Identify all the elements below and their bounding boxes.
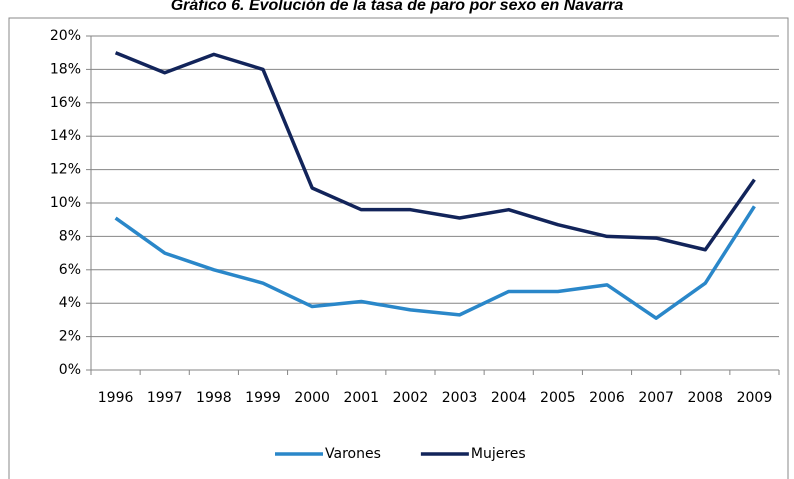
x-tick-label: 2004 (491, 390, 527, 406)
chart-title: Gráfico 6. Evolución de la tasa de paro … (171, 0, 624, 14)
x-tick-label: 2003 (442, 390, 478, 406)
y-tick-label: 20% (50, 28, 81, 44)
y-tick-label: 8% (59, 228, 81, 244)
x-tick-label: 2006 (589, 390, 625, 406)
x-tick-label: 2005 (540, 390, 576, 406)
series-line (114, 205, 756, 320)
y-tick-label: 18% (50, 61, 81, 77)
legend-label: Mujeres (471, 446, 526, 462)
y-tick-label: 10% (50, 195, 81, 211)
y-tick-label: 12% (50, 162, 81, 178)
x-tick-label: 1998 (196, 390, 232, 406)
x-tick-label: 1997 (147, 390, 183, 406)
chart-border (8, 17, 789, 479)
legend-label: Varones (325, 446, 381, 462)
x-tick-label: 2000 (294, 390, 330, 406)
x-tick-label: 2001 (343, 390, 379, 406)
y-tick-label: 14% (50, 128, 81, 144)
series-line (114, 51, 756, 252)
y-tick-label: 4% (59, 295, 81, 311)
x-tick-label: 2008 (687, 390, 723, 406)
y-tick-label: 6% (59, 262, 81, 278)
x-tick-label: 1996 (98, 390, 134, 406)
y-tick-label: 0% (59, 362, 81, 378)
x-tick-label: 2009 (737, 390, 773, 406)
x-tick-label: 2002 (393, 390, 429, 406)
x-tick-label: 2007 (638, 390, 674, 406)
y-tick-label: 16% (50, 95, 81, 111)
y-tick-label: 2% (59, 329, 81, 345)
x-tick-label: 1999 (245, 390, 281, 406)
